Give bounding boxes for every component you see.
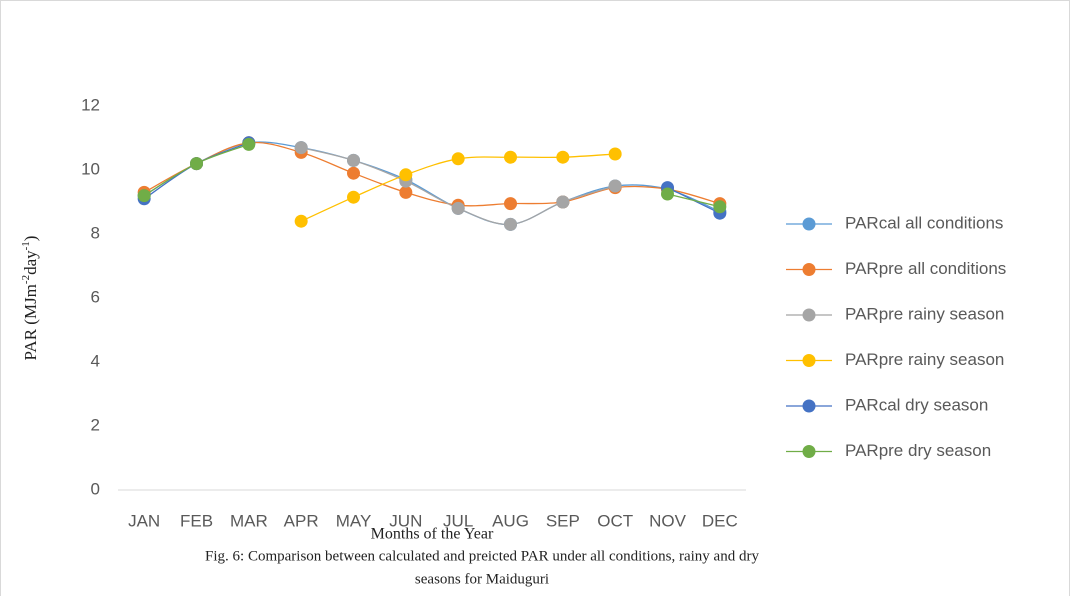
data-point bbox=[713, 200, 727, 214]
x-axis-title: Months of the Year bbox=[371, 526, 494, 543]
legend-label: PARpre all conditions bbox=[845, 259, 1006, 278]
legend-marker bbox=[802, 263, 816, 276]
y-axis-title: PAR (MJm-2day-1) bbox=[20, 236, 40, 361]
x-tick-label: JAN bbox=[128, 511, 160, 530]
legend-marker bbox=[802, 217, 816, 231]
x-tick-label: MAY bbox=[336, 511, 372, 530]
legend-marker bbox=[802, 308, 816, 322]
x-tick-label: OCT bbox=[597, 511, 633, 530]
data-point bbox=[556, 150, 570, 164]
legend-label: PARcal all conditions bbox=[845, 213, 1003, 232]
data-point bbox=[399, 168, 413, 182]
data-point bbox=[504, 150, 517, 164]
y-tick-label: 8 bbox=[91, 223, 100, 242]
legend-label: PARpre rainy season bbox=[845, 350, 1004, 369]
legend-label: PARcal dry season bbox=[845, 395, 988, 414]
data-point bbox=[608, 179, 622, 193]
x-tick-label: JUN bbox=[389, 511, 422, 530]
data-point bbox=[347, 166, 360, 180]
data-point bbox=[347, 190, 360, 204]
legend-label: PARpre dry season bbox=[845, 441, 991, 460]
x-tick-label: MAR bbox=[230, 511, 268, 530]
legend-marker bbox=[802, 399, 816, 413]
legend-label: PARpre rainy season bbox=[845, 304, 1004, 323]
data-point bbox=[661, 187, 674, 201]
data-point bbox=[556, 195, 570, 209]
data-point bbox=[451, 152, 465, 166]
y-tick-label: 4 bbox=[91, 351, 100, 370]
data-point bbox=[504, 217, 517, 231]
caption: seasons for Maiduguri bbox=[415, 571, 549, 587]
y-tick-label: 10 bbox=[81, 159, 100, 178]
data-point bbox=[190, 157, 203, 171]
x-tick-label: JUL bbox=[443, 511, 473, 530]
data-point bbox=[399, 185, 413, 199]
x-tick-label: FEB bbox=[180, 511, 213, 530]
x-tick-label: NOV bbox=[649, 511, 687, 530]
x-tick-label: SEP bbox=[546, 511, 580, 530]
superscript: -1 bbox=[20, 241, 32, 250]
superscript: -2 bbox=[20, 275, 32, 284]
y-tick-label: 6 bbox=[91, 287, 100, 306]
x-tick-label: APR bbox=[284, 511, 319, 530]
caption: Fig. 6: Comparison between calculated an… bbox=[205, 548, 759, 564]
y-tick-label: 2 bbox=[91, 415, 100, 434]
y-tick-label: 12 bbox=[81, 95, 100, 114]
series-line bbox=[143, 141, 721, 226]
data-point bbox=[137, 189, 151, 203]
data-point bbox=[347, 153, 360, 167]
label-part: PAR (MJm bbox=[21, 284, 40, 360]
x-tick-label: AUG bbox=[492, 511, 529, 530]
data-point bbox=[608, 147, 622, 161]
series-line bbox=[143, 142, 721, 214]
data-point bbox=[504, 197, 517, 211]
series-line bbox=[143, 141, 721, 207]
data-point bbox=[294, 214, 308, 228]
data-point bbox=[242, 137, 256, 151]
data-point bbox=[294, 141, 308, 155]
y-tick-label: 0 bbox=[91, 479, 100, 498]
legend-marker bbox=[802, 445, 816, 458]
legend-marker bbox=[802, 354, 816, 367]
x-tick-label: DEC bbox=[702, 511, 738, 530]
series-line bbox=[143, 143, 720, 208]
label-part: ) bbox=[21, 236, 40, 242]
label-part: day bbox=[21, 250, 40, 275]
data-point bbox=[451, 201, 465, 215]
